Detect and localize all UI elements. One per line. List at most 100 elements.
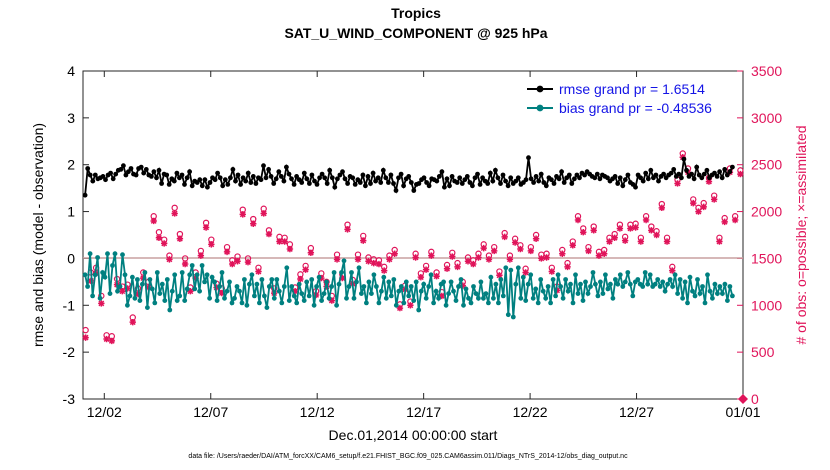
x-axis-label: Dec.01,2014 00:00:00 start [329, 427, 498, 443]
x-tick-label: 12/22 [513, 404, 548, 420]
obs-assimilated-point [574, 216, 582, 224]
rmse-point [398, 171, 404, 177]
rmse-point [141, 170, 147, 176]
bias-point [249, 272, 255, 278]
rmse-point [515, 175, 521, 181]
bias-point [687, 274, 693, 280]
obs-assimilated-point [370, 259, 377, 267]
bias-point [266, 284, 272, 289]
bias-point [642, 270, 648, 275]
bias-point [615, 281, 621, 287]
rmse-point [671, 167, 677, 172]
rmse-point [154, 175, 159, 181]
obs-assimilated-point [475, 254, 482, 261]
rmse-point [228, 175, 233, 181]
obs-assimilated-point [255, 268, 262, 275]
y-left-tick-label: 4 [67, 63, 75, 79]
bias-point [443, 302, 449, 308]
bias-point [662, 288, 668, 294]
obs-assimilated-point [669, 267, 676, 274]
bias-point [647, 272, 653, 278]
obs-assimilated-point [653, 231, 660, 239]
rmse-point [202, 177, 208, 183]
obs-assimilated-point [108, 337, 116, 345]
obs-assimilated-point [663, 238, 671, 245]
obs-assimilated-point [202, 224, 210, 231]
rmse-point [179, 172, 185, 178]
y-left-tick-label: 1 [67, 204, 75, 220]
bias-point [715, 291, 720, 296]
rmse-point [724, 172, 730, 178]
bias-point [351, 295, 357, 301]
bias-point [575, 291, 581, 296]
obs-assimilated-point [166, 256, 173, 263]
bias-point [379, 288, 384, 294]
rmse-point [240, 175, 246, 181]
obs-assimilated-point [119, 288, 126, 295]
obs-assimilated-point [213, 284, 220, 291]
bias-point [232, 295, 237, 301]
bias-point [657, 284, 663, 289]
rmse-point [549, 177, 554, 183]
bias-point [219, 270, 225, 275]
bias-point [354, 279, 359, 285]
bias-point [87, 251, 93, 257]
obs-assimilated-point [318, 274, 325, 282]
bias-point [279, 300, 285, 306]
obs-assimilated-point [386, 256, 393, 263]
obs-assimilated-point [595, 252, 603, 259]
rmse-point [633, 184, 638, 190]
bias-point [478, 279, 484, 285]
rmse-point [322, 175, 328, 181]
bias-point [326, 295, 332, 301]
bias-point [388, 293, 394, 299]
bias-point [697, 291, 703, 296]
bias-point [167, 307, 173, 313]
rmse-point [505, 183, 511, 189]
rmse-point [342, 176, 348, 182]
obs-assimilated-point [585, 247, 592, 255]
rmse-point [396, 175, 401, 181]
obs-assimilated-point [637, 238, 645, 245]
bias-point [705, 272, 710, 278]
bias-point [700, 284, 705, 289]
bias-point [630, 293, 636, 299]
rmse-point [363, 183, 368, 189]
y-right-tick-label: 2500 [751, 157, 782, 173]
rmse-point [681, 156, 687, 162]
rmse-point [340, 169, 345, 175]
legend: rmse grand pr = 1.6514 bias grand pr = -… [522, 77, 736, 119]
rmse-point [238, 182, 244, 187]
bias-point [545, 284, 551, 289]
rmse-point [108, 170, 113, 176]
bias-point [301, 298, 307, 303]
bias-point [486, 300, 491, 306]
rmse-point [556, 176, 562, 182]
bias-point [346, 284, 352, 289]
bias-point [229, 300, 235, 306]
rmse-point [467, 180, 473, 185]
bias-point [162, 298, 168, 303]
data-file-footnote: data file: /Users/raeder/DAI/ATM_forcXX/… [188, 453, 628, 460]
rmse-point [248, 180, 254, 185]
rmse-point [416, 181, 422, 186]
rmse-point [92, 172, 98, 178]
obs-assimilated-point [606, 238, 613, 245]
rmse-point [360, 172, 366, 178]
rmse-point [454, 180, 460, 185]
rmse-point [309, 172, 315, 178]
bias-point [85, 284, 90, 289]
rmse-point [100, 174, 106, 179]
rmse-point [408, 180, 414, 185]
obs-assimilated-point [449, 253, 456, 260]
obs-assimilated-point [464, 258, 472, 265]
obs-assimilated-point [171, 210, 178, 217]
obs-assimilated-point [354, 256, 362, 263]
rmse-point [572, 176, 577, 182]
legend-bias-label: bias grand pr = -0.48536 [559, 100, 712, 116]
rmse-point [133, 172, 139, 178]
rmse-point [508, 175, 514, 181]
y-right-tick-label: 3000 [751, 110, 782, 126]
obs-assimilated-point [396, 304, 404, 312]
bias-point [276, 288, 282, 294]
